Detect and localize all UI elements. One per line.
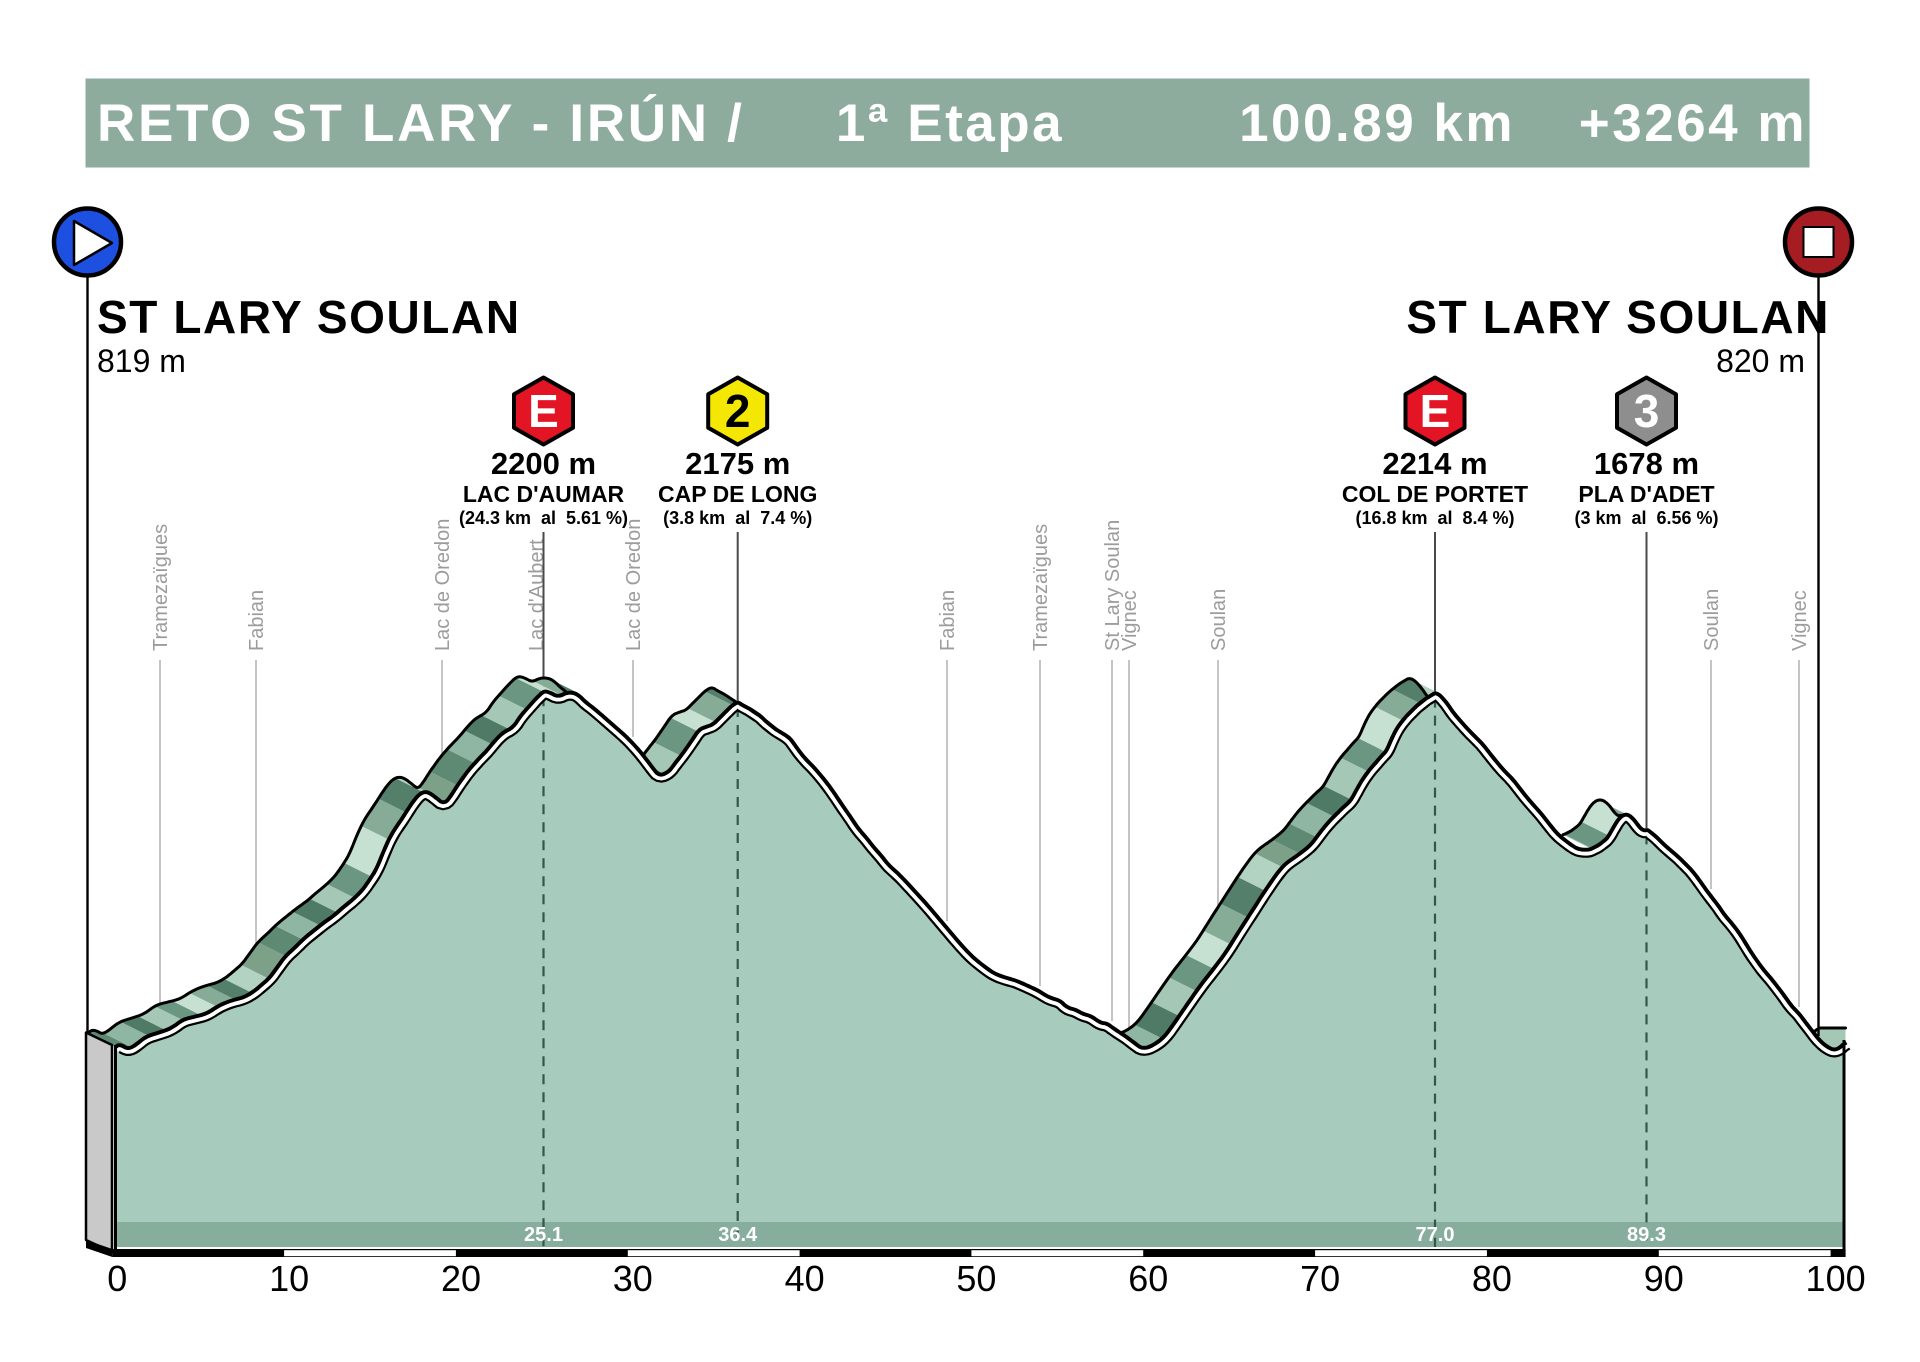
svg-text:3: 3 xyxy=(1634,385,1660,437)
svg-text:40: 40 xyxy=(785,1258,825,1299)
svg-text:LAC D'AUMAR: LAC D'AUMAR xyxy=(463,481,625,507)
svg-text:100: 100 xyxy=(1806,1258,1866,1299)
svg-text:(16.8 km al 8.4 %): (16.8 km al 8.4 %) xyxy=(1355,508,1514,528)
svg-text:St Lary Soulan: St Lary Soulan xyxy=(1102,520,1124,651)
svg-text:60: 60 xyxy=(1128,1258,1168,1299)
svg-text:89.3: 89.3 xyxy=(1627,1224,1666,1246)
svg-text:Fabian: Fabian xyxy=(937,590,959,651)
svg-text:50: 50 xyxy=(956,1258,996,1299)
svg-text:10: 10 xyxy=(269,1258,309,1299)
svg-text:COL DE PORTET: COL DE PORTET xyxy=(1342,481,1528,507)
svg-text:ST LARY SOULAN: ST LARY SOULAN xyxy=(97,291,521,343)
svg-text:820 m: 820 m xyxy=(1716,343,1805,379)
svg-text:Vignec: Vignec xyxy=(1789,590,1811,651)
svg-text:2: 2 xyxy=(725,385,751,437)
svg-text:CAP DE LONG: CAP DE LONG xyxy=(658,481,817,507)
svg-text:Lac de Oredon: Lac de Oredon xyxy=(623,519,645,651)
svg-text:2175 m: 2175 m xyxy=(685,446,790,481)
svg-text:90: 90 xyxy=(1644,1258,1684,1299)
svg-text:Tramezaïgues: Tramezaïgues xyxy=(150,524,172,651)
svg-text:(3.8 km al 7.4 %): (3.8 km al 7.4 %) xyxy=(663,508,812,528)
svg-text:Soulan: Soulan xyxy=(1208,589,1230,651)
svg-text:0: 0 xyxy=(107,1258,127,1299)
svg-text:30: 30 xyxy=(613,1258,653,1299)
svg-text:25.1: 25.1 xyxy=(524,1224,563,1246)
svg-text:100.89 km: 100.89 km xyxy=(1239,94,1515,153)
svg-text:ST LARY SOULAN: ST LARY SOULAN xyxy=(1406,291,1830,343)
svg-text:(3 km al 6.56 %): (3 km al 6.56 %) xyxy=(1574,508,1718,528)
svg-text:Lac d'Aubert: Lac d'Aubert xyxy=(526,539,548,651)
svg-text:Lac de Oredon: Lac de Oredon xyxy=(432,519,454,651)
svg-text:(24.3 km al 5.61 %): (24.3 km al 5.61 %) xyxy=(459,508,628,528)
svg-text:77.0: 77.0 xyxy=(1416,1224,1455,1246)
svg-text:RETO ST LARY - IRÚN /: RETO ST LARY - IRÚN / xyxy=(97,93,745,153)
svg-text:+3264 m: +3264 m xyxy=(1579,94,1807,153)
svg-text:819 m: 819 m xyxy=(97,343,186,379)
svg-text:20: 20 xyxy=(441,1258,481,1299)
svg-text:36.4: 36.4 xyxy=(718,1224,758,1246)
svg-text:1ª Etapa: 1ª Etapa xyxy=(836,94,1064,153)
svg-text:E: E xyxy=(1420,385,1451,437)
svg-text:2200 m: 2200 m xyxy=(491,446,596,481)
svg-text:PLA D'ADET: PLA D'ADET xyxy=(1578,481,1714,507)
svg-text:1678 m: 1678 m xyxy=(1594,446,1699,481)
svg-text:2214 m: 2214 m xyxy=(1382,446,1487,481)
svg-text:E: E xyxy=(528,385,559,437)
svg-text:80: 80 xyxy=(1472,1258,1512,1299)
svg-text:Tramezaïgues: Tramezaïgues xyxy=(1030,524,1052,651)
svg-text:Vignec: Vignec xyxy=(1119,590,1141,651)
svg-text:Soulan: Soulan xyxy=(1701,589,1723,651)
svg-text:70: 70 xyxy=(1300,1258,1340,1299)
svg-text:Fabian: Fabian xyxy=(246,590,268,651)
